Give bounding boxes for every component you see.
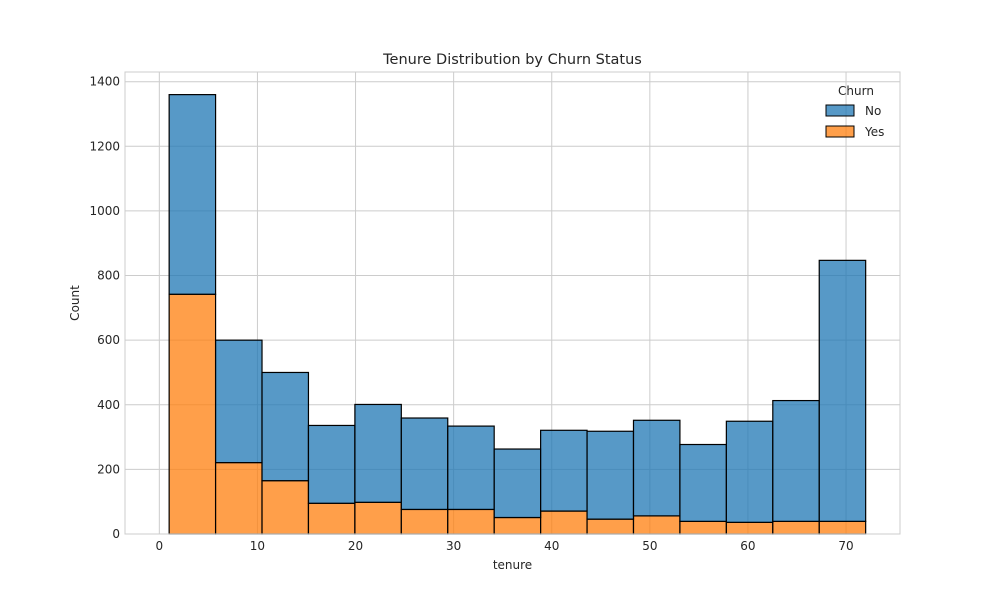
y-tick-label: 0 <box>112 527 120 541</box>
legend-label-no: No <box>865 104 881 118</box>
plot-frame <box>124 71 901 535</box>
legend: Churn No Yes <box>825 84 884 139</box>
bar-yes-5 <box>400 508 449 535</box>
bar-no-6 <box>447 425 495 511</box>
bar-yes-11 <box>679 520 727 535</box>
x-tick-label: 50 <box>642 539 657 553</box>
bar-yes-13 <box>772 520 820 535</box>
bar-yes-0 <box>168 293 217 535</box>
bar-no-2 <box>261 371 310 482</box>
x-tick-label: 60 <box>740 539 755 553</box>
bar-no-4 <box>354 403 402 503</box>
bar-yes-7 <box>493 516 542 535</box>
legend-swatch-no <box>825 104 855 117</box>
x-tick-label: 20 <box>348 539 363 553</box>
bar-yes-3 <box>307 502 356 535</box>
y-tick-label: 600 <box>97 333 120 347</box>
x-axis-label: tenure <box>493 558 532 572</box>
bar-no-9 <box>586 430 635 520</box>
bar-yes-1 <box>214 462 263 535</box>
x-tick-label: 0 <box>156 539 164 553</box>
bar-no-13 <box>772 399 820 523</box>
legend-title: Churn <box>838 84 874 98</box>
bar-no-0 <box>168 94 217 295</box>
bar-no-12 <box>725 420 774 523</box>
bar-yes-14 <box>818 520 867 535</box>
bar-yes-8 <box>540 510 588 535</box>
bar-no-7 <box>493 448 542 519</box>
y-tick-label: 400 <box>97 398 120 412</box>
bar-no-1 <box>214 339 263 464</box>
bar-no-11 <box>679 443 727 523</box>
legend-label-yes: Yes <box>864 125 884 139</box>
x-tick-label: 10 <box>250 539 265 553</box>
y-tick-label: 1000 <box>89 204 120 218</box>
x-tick-label: 70 <box>838 539 853 553</box>
bar-no-10 <box>632 419 681 517</box>
y-axis-label: Count <box>68 285 82 321</box>
bar-yes-6 <box>447 508 495 535</box>
bar-yes-2 <box>261 480 310 535</box>
bar-yes-9 <box>586 518 635 535</box>
bar-yes-4 <box>354 501 402 535</box>
bar-no-5 <box>400 417 449 511</box>
bar-yes-10 <box>632 515 681 535</box>
legend-swatch-yes <box>825 125 855 138</box>
bars-group <box>168 94 867 535</box>
x-tick-label: 40 <box>544 539 559 553</box>
y-tick-label: 1200 <box>89 139 120 153</box>
y-tick-label: 200 <box>97 462 120 476</box>
y-tick-label: 800 <box>97 269 120 283</box>
bar-no-14 <box>818 259 867 522</box>
bar-yes-12 <box>725 521 774 535</box>
bar-no-8 <box>540 429 588 512</box>
tick-labels: 0 10 20 30 40 50 60 70 0 200 400 600 800 1000 1200 1400 <box>89 75 853 553</box>
chart-title: Tenure Distribution by Churn Status <box>382 52 642 68</box>
x-tick-label: 30 <box>446 539 461 553</box>
y-tick-label: 1400 <box>89 75 120 89</box>
bar-no-3 <box>307 424 356 504</box>
